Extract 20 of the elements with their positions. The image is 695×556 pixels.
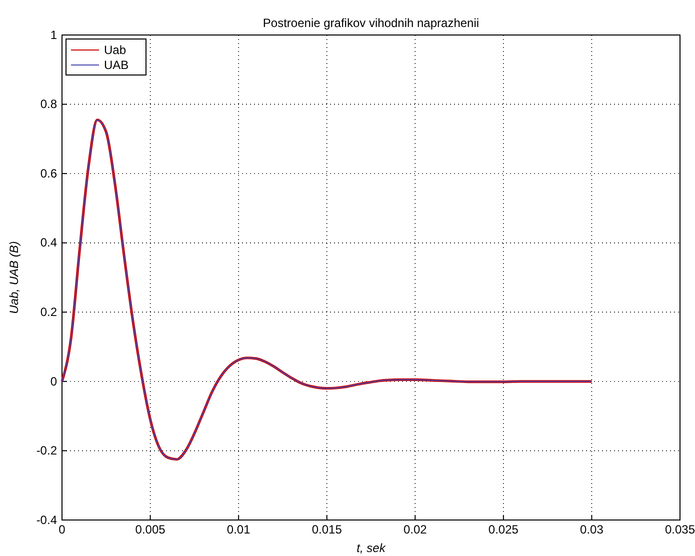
y-tick-label: -0.2 — [36, 444, 58, 458]
chart-title: Postroenie grafikov vihodnih naprazhenii — [262, 16, 480, 30]
y-tick-label: 0.6 — [40, 166, 58, 180]
y-tick-label: 0 — [50, 374, 58, 388]
y-tick-label: 0.8 — [40, 97, 58, 112]
legend-label: Uab — [104, 43, 126, 57]
x-tick-label: 0.035 — [664, 522, 695, 537]
y-tick-label: 1 — [50, 28, 58, 42]
y-tick-label: -0.4 — [36, 512, 58, 527]
x-tick-label: 0.01 — [226, 522, 251, 537]
x-tick-label: 0.005 — [135, 522, 166, 537]
x-tick-label: 0.02 — [403, 522, 428, 537]
x-tick-label: 0.015 — [312, 522, 342, 537]
y-tick-label: 0.2 — [40, 304, 58, 319]
legend-label: UAB — [104, 58, 129, 72]
x-axis-title: t, sek — [356, 541, 386, 555]
y-tick-label: 0.4 — [40, 236, 58, 250]
x-tick-label: 0.03 — [580, 522, 604, 537]
y-axis-title: Uab, UAB (B) — [7, 241, 21, 314]
x-tick-label: 0.025 — [488, 522, 519, 537]
